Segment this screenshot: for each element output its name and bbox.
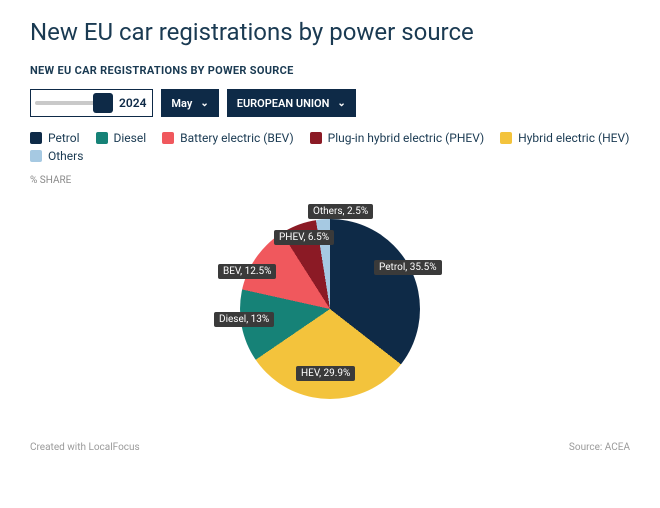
legend-swatch bbox=[500, 132, 512, 144]
legend-item[interactable]: Battery electric (BEV) bbox=[162, 131, 293, 145]
slice-label: HEV, 29.9% bbox=[296, 366, 355, 381]
legend-label: Battery electric (BEV) bbox=[180, 131, 293, 145]
month-select[interactable]: May ⌄ bbox=[161, 89, 218, 117]
slider-track[interactable] bbox=[35, 101, 111, 105]
page-title: New EU car registrations by power source bbox=[30, 18, 630, 46]
legend-item[interactable]: Plug-in hybrid electric (PHEV) bbox=[310, 131, 485, 145]
chart-container: New EU car registrations by power source… bbox=[0, 0, 660, 465]
controls-row: 2024 May ⌄ EUROPEAN UNION ⌄ bbox=[30, 89, 630, 117]
region-value: EUROPEAN UNION bbox=[237, 97, 330, 110]
slice-label: Diesel, 13% bbox=[214, 312, 274, 327]
slider-thumb[interactable] bbox=[93, 93, 113, 113]
legend-swatch bbox=[30, 150, 42, 162]
legend-label: Plug-in hybrid electric (PHEV) bbox=[328, 131, 485, 145]
year-value: 2024 bbox=[119, 96, 146, 110]
legend-label: Hybrid electric (HEV) bbox=[518, 131, 629, 145]
legend: Petrol Diesel Battery electric (BEV) Plug-i… bbox=[30, 131, 630, 163]
legend-swatch bbox=[162, 132, 174, 144]
footer: Created with LocalFocus Source: ACEA bbox=[30, 442, 630, 453]
slice-label: BEV, 12.5% bbox=[218, 264, 276, 279]
legend-swatch bbox=[96, 132, 108, 144]
chevron-down-icon: ⌄ bbox=[337, 98, 345, 109]
legend-item[interactable]: Petrol bbox=[30, 131, 80, 145]
slice-label: PHEV, 6.5% bbox=[274, 230, 334, 245]
year-slider[interactable]: 2024 bbox=[30, 89, 153, 117]
footer-source: Source: ACEA bbox=[569, 442, 630, 453]
chart-area: Petrol, 35.5% HEV, 29.9% Diesel, 13% BEV, 1… bbox=[30, 194, 630, 424]
legend-label: Diesel bbox=[114, 131, 147, 145]
chevron-down-icon: ⌄ bbox=[200, 98, 208, 109]
axis-label: % SHARE bbox=[30, 175, 630, 186]
legend-label: Petrol bbox=[48, 131, 80, 145]
slice-label: Petrol, 35.5% bbox=[374, 260, 442, 275]
month-value: May bbox=[171, 97, 192, 110]
region-select[interactable]: EUROPEAN UNION ⌄ bbox=[227, 89, 356, 117]
slice-label: Others, 2.5% bbox=[308, 204, 373, 219]
legend-item[interactable]: Others bbox=[30, 149, 83, 163]
legend-label: Others bbox=[48, 149, 83, 163]
legend-item[interactable]: Hybrid electric (HEV) bbox=[500, 131, 629, 145]
legend-swatch bbox=[30, 132, 42, 144]
chart-subhead: NEW EU CAR REGISTRATIONS BY POWER SOURCE bbox=[30, 64, 630, 77]
footer-credit: Created with LocalFocus bbox=[30, 442, 140, 453]
pie-wrap: Petrol, 35.5% HEV, 29.9% Diesel, 13% BEV, 1… bbox=[170, 194, 490, 424]
legend-item[interactable]: Diesel bbox=[96, 131, 147, 145]
legend-swatch bbox=[310, 132, 322, 144]
